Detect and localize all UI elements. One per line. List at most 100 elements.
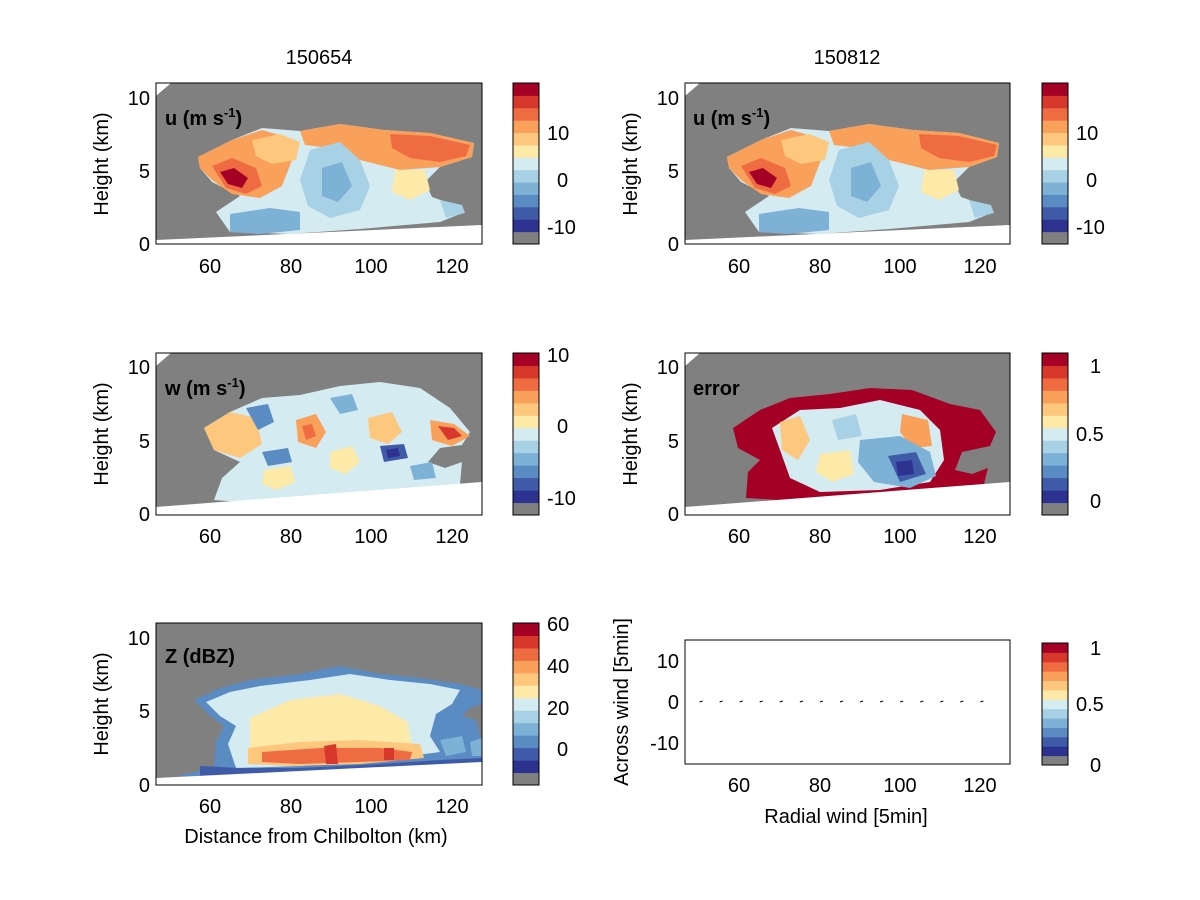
- quiver-arrow: [960, 700, 964, 703]
- y-ticks: 0 5 10: [128, 628, 150, 797]
- w-field-max: [438, 426, 462, 440]
- colorbar-segment: [1042, 132, 1068, 146]
- u-field-max: [220, 168, 248, 188]
- colorbar-segment: [1042, 680, 1068, 691]
- quiver-arrow: [719, 700, 723, 703]
- quiver-arrow: [779, 700, 783, 703]
- colorbar-segment: [1042, 699, 1068, 710]
- y-tick-label: 0: [139, 234, 150, 256]
- colorbar-segment: [513, 722, 539, 736]
- z-field-cell: [440, 736, 466, 756]
- colorbar-frame: [512, 352, 540, 516]
- colorbar: [512, 82, 540, 245]
- colorbar-tick-label: 40: [547, 656, 569, 678]
- colorbar-segment: [513, 697, 539, 711]
- column-title-left: 150654: [286, 47, 353, 69]
- colorbar-segment: [513, 132, 539, 146]
- z-field-max: [324, 744, 338, 764]
- colorbar-segment: [1042, 194, 1068, 208]
- colorbar-ticks: 1 0.5 0: [1076, 638, 1104, 777]
- no-data-bottom: [156, 225, 482, 244]
- x-tick-label: 120: [435, 796, 468, 818]
- colorbar-tick-label: -10: [547, 488, 576, 510]
- colorbar-segment: [513, 685, 539, 699]
- colorbar-segment: [513, 760, 539, 774]
- colorbar-segment: [1042, 427, 1068, 441]
- x-tick-label: 80: [809, 256, 831, 278]
- y-tick-label: 10: [657, 357, 679, 379]
- y-axis-label: Height (km): [91, 652, 113, 755]
- plot-frame: [684, 352, 1011, 516]
- x-tick-label: 100: [354, 526, 387, 548]
- error-field-low: [896, 460, 914, 476]
- colorbar-segment: [1042, 107, 1068, 121]
- u-field-lower-negative: [759, 208, 829, 234]
- panel-u-150812: u (m s-1) 0 5 10 60 80 100 120 Height (k…: [620, 82, 1105, 278]
- colorbar-segment: [513, 772, 539, 786]
- colorbar-segment: [513, 427, 539, 441]
- colorbar-frame: [1041, 352, 1069, 516]
- colorbar-segment: [1042, 169, 1068, 183]
- x-ticks: 60 80 100 120: [728, 526, 997, 548]
- y-tick-label: 5: [139, 431, 150, 453]
- x-tick-label: 100: [883, 775, 916, 797]
- colorbar-tick-label: 0: [1086, 170, 1097, 192]
- panel-label-error: error: [693, 378, 740, 400]
- colorbar-segment: [1042, 144, 1068, 158]
- colorbar-segment: [513, 206, 539, 220]
- colorbar-segment: [513, 402, 539, 416]
- colorbar-segment: [513, 747, 539, 761]
- quiver-arrow: [980, 700, 984, 703]
- colorbar-segment: [1042, 661, 1068, 672]
- colorbar-segment: [1042, 689, 1068, 700]
- colorbar-segment: [1042, 206, 1068, 220]
- x-tick-label: 80: [809, 526, 831, 548]
- u-field-east-core: [919, 134, 997, 162]
- y-tick-label: 0: [139, 504, 150, 526]
- colorbar-segment: [1042, 390, 1068, 404]
- panel-w: w (m s-1) 0 5 10 60 80 100 120 Height (k…: [91, 345, 576, 548]
- x-tick-label: 80: [809, 775, 831, 797]
- colorbar-segment: [513, 502, 539, 516]
- u-field-light-east: [921, 170, 959, 200]
- y-tick-label: 5: [668, 161, 679, 183]
- colorbar-frame: [512, 82, 540, 245]
- no-data-top-left: [156, 353, 171, 366]
- colorbar-segment: [513, 465, 539, 479]
- colorbar: [1041, 642, 1069, 766]
- no-data-top-left: [685, 83, 700, 96]
- colorbar-segment: [1042, 652, 1068, 663]
- no-data-bottom: [156, 762, 482, 785]
- colorbar-segment: [1042, 157, 1068, 171]
- colorbar-tick-label: -10: [547, 217, 576, 239]
- z-field-cell: [470, 738, 482, 756]
- column-title-right: 150812: [814, 47, 881, 69]
- y-axis-label: Height (km): [620, 382, 642, 485]
- colorbar-segment: [513, 194, 539, 208]
- colorbar-tick-label: 10: [547, 345, 569, 367]
- quiver-arrow: [940, 700, 944, 703]
- colorbar-segment: [513, 95, 539, 109]
- colorbar-segment: [1042, 477, 1068, 491]
- colorbar-segment: [1042, 727, 1068, 738]
- colorbar-segment: [513, 107, 539, 121]
- colorbar-tick-label: -10: [1076, 217, 1105, 239]
- colorbar-segment: [513, 440, 539, 454]
- y-axis-label: Height (km): [91, 382, 113, 485]
- no-data-bottom: [685, 225, 1010, 244]
- no-data-top-left: [156, 83, 171, 96]
- y-axis-label: Height (km): [91, 112, 113, 215]
- y-tick-label: 0: [668, 504, 679, 526]
- u-field: [727, 124, 999, 234]
- x-tick-label: 60: [199, 526, 221, 548]
- colorbar-segment: [1042, 402, 1068, 416]
- y-tick-label: 5: [139, 701, 150, 723]
- colorbar-segment: [513, 415, 539, 429]
- colorbar-segment: [1042, 440, 1068, 454]
- colorbar-tick-label: 10: [1076, 123, 1098, 145]
- w-field-min: [386, 448, 400, 458]
- colorbar-frame: [1041, 642, 1069, 766]
- y-tick-label: 10: [128, 357, 150, 379]
- colorbar-segment: [513, 647, 539, 661]
- y-axis-label: Across wind [5min]: [611, 618, 633, 786]
